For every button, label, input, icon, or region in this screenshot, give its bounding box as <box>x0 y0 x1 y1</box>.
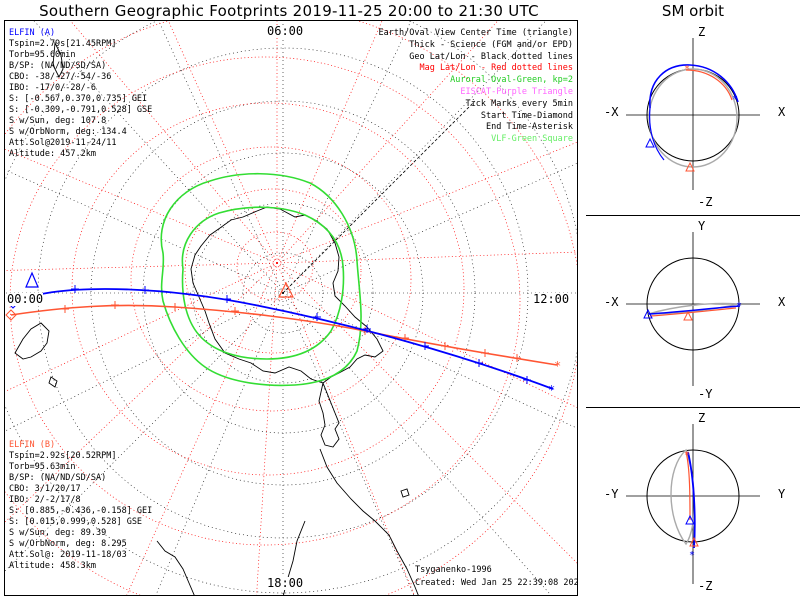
elfin-b-track: * <box>5 281 561 373</box>
tasmania <box>48 376 58 388</box>
elfin-a-center-triangle <box>25 271 39 288</box>
antarctic-peninsula <box>318 381 340 448</box>
elfin-b-end-asterisk: * <box>554 359 561 373</box>
legend-item: EISCAT-Purple Triangle <box>460 86 573 97</box>
elfin-b-info: ELFIN (B) Tspin=2.92s[20.52RPM] Torb=95.… <box>9 440 152 572</box>
elfin-b-line: Torb=95.63min <box>9 462 76 472</box>
auroral-oval <box>160 172 362 387</box>
elfin-b-line: Tspin=2.92s[20.52RPM] <box>9 451 117 461</box>
elfin-b-name: ELFIN (B) <box>9 440 56 450</box>
xy-bottom-label: -Y <box>698 387 713 401</box>
elfin-a-line: S: [-0.567,0.370,0.735] GEI <box>9 94 148 104</box>
elfin-b-line: S: [0.015,0.999,0.528] GSE <box>9 517 143 527</box>
xz-top-label: Z <box>698 25 706 39</box>
hour-label-bottom: 18:00 <box>267 576 304 590</box>
legend-item: Geo Lat/Lon - Black dotted lines <box>409 51 573 62</box>
elfin-b-line: Altitude: 458.3km <box>9 561 96 571</box>
orbit-plot-yz: * * <box>626 424 760 584</box>
antarctica-coast <box>190 206 384 384</box>
africa-tip <box>156 540 195 595</box>
elfin-b-start-diamond <box>5 309 17 321</box>
xz-right-label: X <box>778 105 786 119</box>
created-timestamp: Created: Wed Jan 25 22:39:08 2023 <box>415 578 578 588</box>
hour-label-right: 12:00 <box>533 292 570 306</box>
elfin-a-info: ELFIN (A) Tspin=2.79s[21.45RPM] Torb=95.… <box>9 28 152 160</box>
xz-left-label: -X <box>604 105 619 119</box>
mag-grid <box>5 21 577 595</box>
auroral-oval-outer <box>160 172 362 387</box>
legend-item: Earth/Oval View Center Time (triangle) <box>378 28 573 38</box>
elfin-a-line: Torb=95.60min <box>9 50 76 60</box>
view-direction-line <box>282 100 476 294</box>
elfin-a-end-asterisk: * <box>548 383 555 397</box>
elfin-b-line: S w/OrbNorm, deg: 8.295 <box>9 539 127 549</box>
footprint-map-panel: * <box>4 20 578 596</box>
elfin-b-center-triangle <box>278 281 294 298</box>
yz-right-label: Y <box>778 487 786 501</box>
elfin-a-line: S: [-0.309,-0.791,0.528] GSE <box>9 105 153 115</box>
elfin-a-ticks <box>71 285 531 384</box>
orbit-panel-xz: * * Z -Z -X X <box>586 20 800 215</box>
legend-item: Auroral Oval-Green, kp=2 <box>450 75 573 86</box>
orbit-plot-xy: * <box>626 232 760 386</box>
orbit-plot-xz: * * <box>626 38 760 190</box>
model-credit: Tsyganenko-1996 <box>415 565 492 575</box>
elfin-a-line: IBO: -17/0/-28/-6 <box>9 83 96 93</box>
yz-left-label: -Y <box>604 487 619 501</box>
new-zealand <box>52 41 64 79</box>
xy-right-label: X <box>778 295 786 309</box>
orbit-panel-yz: * * Z -Z -Y Y <box>586 407 800 600</box>
sm-orbit-title: SM orbit <box>661 2 725 20</box>
elfin-b-line: S w/Sun, deg: 89.39 <box>9 528 107 538</box>
svg-text:*: * <box>732 94 738 105</box>
legend-item: Tick Marks every 5min <box>465 98 573 109</box>
svg-text:*: * <box>684 64 690 75</box>
svg-text:*: * <box>736 301 742 312</box>
elfin-a-line: Att.Sol@2019-11-24/11 <box>9 138 117 148</box>
elfin-a-line: Tspin=2.79s[21.45RPM] <box>9 39 117 49</box>
svg-text:*: * <box>689 550 695 561</box>
elfin-b-line: CBO: 3/1/20/17 <box>9 484 81 494</box>
orbit-panel-xy: * Y -Y -X X <box>586 215 800 407</box>
south-america-coast <box>319 448 419 595</box>
legend-item: VLF-Green Square <box>491 134 573 145</box>
legend: Earth/Oval View Center Time (triangle) T… <box>379 28 573 146</box>
elfin-b-ticks <box>61 301 521 362</box>
legend-item: Start Time-Diamond <box>480 110 573 121</box>
auroral-oval-inner <box>181 206 345 360</box>
australia-coast <box>14 322 50 360</box>
legend-item: End Time-Asterisk <box>486 122 573 133</box>
elfin-a-line: Altitude: 457.2km <box>9 149 96 159</box>
elfin-b-line: IBO: 2/-2/17/8 <box>9 495 81 505</box>
xz-bottom-label: -Z <box>698 195 713 209</box>
elfin-a-line: B/SP: (NA/ND/SD/SA) <box>9 61 107 71</box>
main-title: Southern Geographic Footprints 2019-11-2… <box>39 2 539 20</box>
hour-label-top: 06:00 <box>267 24 304 38</box>
elfin-a-name: ELFIN (A) <box>9 28 56 38</box>
legend-item: Mag Lat/Lon - Red dotted lines <box>419 63 573 74</box>
hour-label-left: 00:00 <box>7 292 44 306</box>
xy-top-label: Y <box>698 219 706 233</box>
elfin-b-line: Att.Sol@: 2019-11-18/03 <box>9 550 127 560</box>
yz-top-label: Z <box>698 411 706 425</box>
elfin-a-line: CBO: -38/-27/-54/-36 <box>9 72 112 82</box>
elfin-b-line: S: [0.885,-0.436,-0.158] GEI <box>9 506 153 516</box>
xy-left-label: -X <box>604 295 619 309</box>
coastlines <box>14 41 419 595</box>
elfin-b-line: B/SP: (NA/ND/SD/SA) <box>9 473 107 483</box>
elfin-a-line: S w/OrbNorm, deg: 134.4 <box>9 127 127 137</box>
yz-bottom-label: -Z <box>698 579 713 593</box>
elfin-a-line: S w/Sun, deg: 107.8 <box>9 116 107 126</box>
legend-item: Thick - Science (FGM and/or EPD) <box>409 39 573 50</box>
svg-text:*: * <box>684 450 690 461</box>
falklands <box>400 488 410 498</box>
elfin-a-track: * <box>7 271 555 397</box>
